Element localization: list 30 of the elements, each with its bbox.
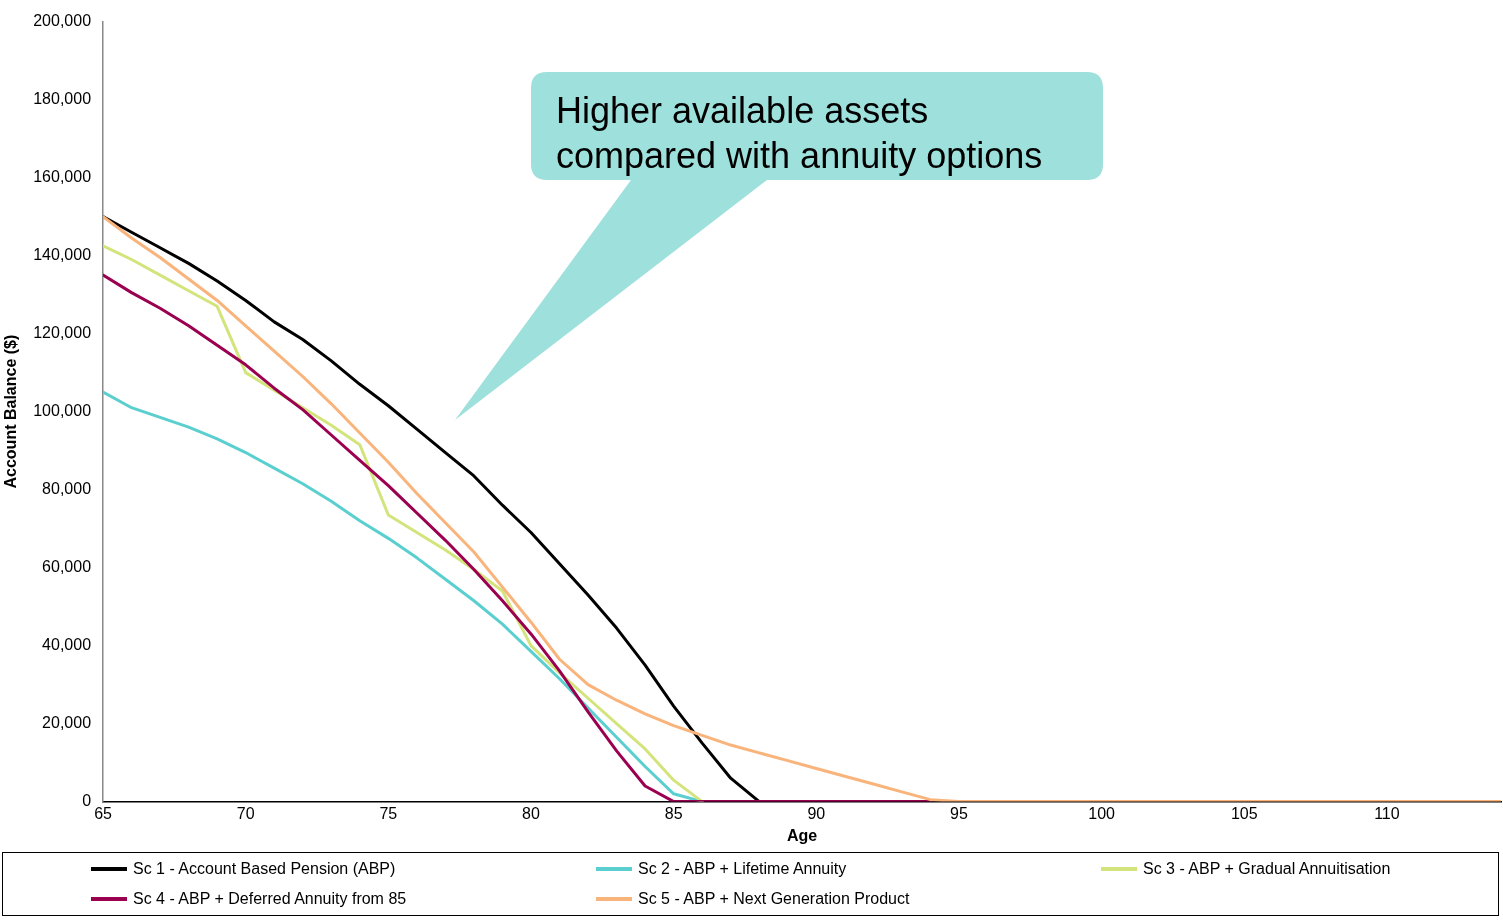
x-tick-label: 70 bbox=[236, 804, 255, 822]
x-tick-label: 80 bbox=[522, 804, 540, 822]
y-tick-label: 180,000 bbox=[33, 90, 92, 108]
y-axis-title: Account Balance ($) bbox=[2, 334, 20, 489]
y-tick-label: 80,000 bbox=[42, 480, 92, 498]
legend-label: Sc 2 - ABP + Lifetime Annuity bbox=[638, 860, 847, 878]
legend-label: Sc 3 - ABP + Gradual Annuitisation bbox=[1143, 860, 1391, 878]
legend-label: Sc 4 - ABP + Deferred Annuity from 85 bbox=[133, 890, 407, 908]
x-tick-label: 85 bbox=[664, 804, 683, 822]
y-tick-label: 20,000 bbox=[42, 714, 92, 732]
legend-label: Sc 5 - ABP + Next Generation Product bbox=[638, 890, 910, 908]
x-tick-label: 75 bbox=[379, 804, 398, 822]
y-tick-label: 160,000 bbox=[33, 168, 92, 186]
y-tick-label: 0 bbox=[82, 792, 92, 810]
speech-bubble: Higher available assets compared with annuity options bbox=[455, 72, 1103, 420]
x-tick-label: 110 bbox=[1374, 804, 1400, 822]
y-tick-label: 120,000 bbox=[33, 324, 92, 342]
y-tick-label: 40,000 bbox=[42, 636, 92, 654]
y-tick-label: 140,000 bbox=[33, 246, 92, 264]
y-tick-label: 100,000 bbox=[33, 402, 92, 420]
y-tick-label: 200,000 bbox=[33, 12, 92, 30]
x-tick-label: 100 bbox=[1088, 804, 1116, 822]
legend-label: Sc 1 - Account Based Pension (ABP) bbox=[133, 860, 396, 878]
y-tick-label: 60,000 bbox=[42, 558, 92, 576]
x-axis-title: Age bbox=[786, 826, 818, 844]
x-tick-label: 65 bbox=[94, 804, 113, 822]
x-tick-label: 90 bbox=[807, 804, 826, 822]
annotation: Higher available assets compared with annuity options bbox=[556, 89, 1044, 178]
x-tick-label: 95 bbox=[950, 804, 968, 822]
x-tick-label: 105 bbox=[1230, 804, 1258, 822]
